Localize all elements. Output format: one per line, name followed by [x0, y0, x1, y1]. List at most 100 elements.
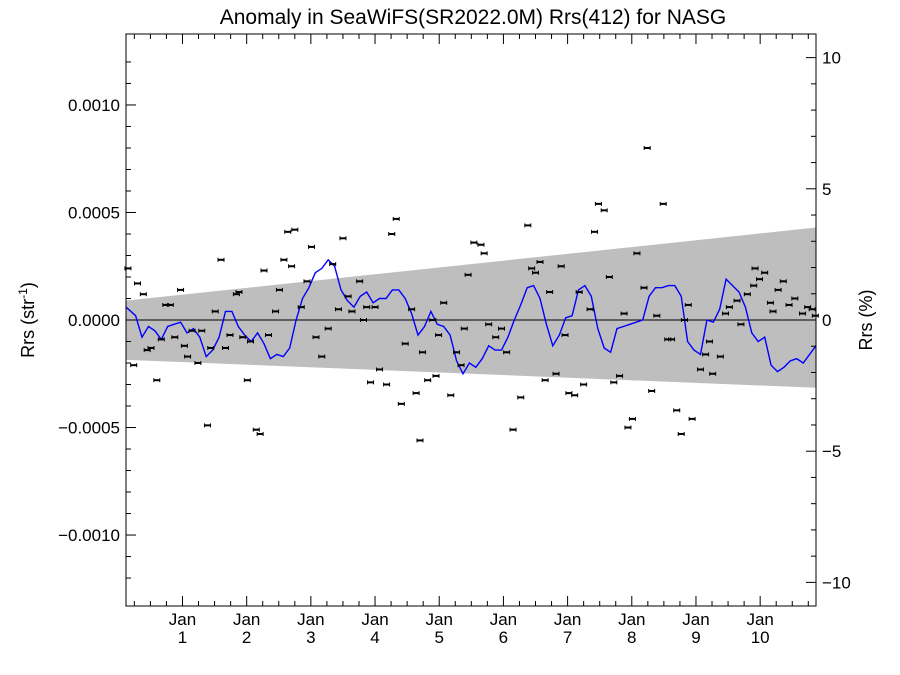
- data-point: [743, 292, 751, 297]
- data-point: [401, 341, 409, 346]
- data-point: [509, 427, 517, 432]
- data-point: [235, 290, 243, 295]
- data-point: [383, 382, 391, 387]
- data-point: [204, 423, 212, 428]
- x-tick-label-month: Jan: [746, 610, 773, 629]
- data-point: [751, 266, 759, 271]
- data-point: [324, 326, 332, 331]
- trend-band-layer: [126, 227, 816, 388]
- data-point: [591, 229, 599, 234]
- data-point: [284, 229, 292, 234]
- data-point: [546, 290, 554, 295]
- data-point: [791, 296, 799, 301]
- y-label-left-base: Rrs (str: [18, 299, 38, 358]
- data-point: [303, 279, 311, 284]
- data-point: [688, 416, 696, 421]
- data-point: [532, 270, 540, 275]
- y-left-tick-label: 0.0000: [68, 311, 120, 330]
- data-point: [503, 350, 511, 355]
- data-point: [799, 311, 807, 316]
- data-point: [594, 201, 602, 206]
- data-point: [702, 352, 710, 357]
- data-point: [766, 300, 774, 305]
- data-point: [541, 378, 549, 383]
- data-point: [171, 335, 179, 340]
- data-point: [575, 290, 583, 295]
- data-point: [424, 378, 432, 383]
- data-point: [477, 242, 485, 247]
- data-point: [408, 307, 416, 312]
- data-point: [429, 318, 437, 322]
- data-point: [272, 309, 280, 314]
- data-point: [580, 382, 588, 387]
- data-point: [447, 393, 455, 398]
- data-point: [344, 294, 352, 299]
- data-point: [561, 333, 569, 338]
- data-point: [643, 145, 651, 150]
- data-point: [397, 401, 405, 406]
- data-point: [705, 339, 713, 344]
- data-point: [264, 333, 272, 338]
- x-tick-label-month: Jan: [490, 610, 517, 629]
- y-left-tick-label: −0.0005: [58, 419, 120, 438]
- y-right-tick-label: 10: [822, 49, 841, 68]
- data-point: [243, 378, 251, 383]
- data-point: [808, 307, 816, 312]
- data-point: [811, 313, 819, 318]
- data-point: [312, 335, 320, 340]
- data-point: [659, 201, 667, 206]
- data-point: [633, 251, 641, 256]
- data-point: [334, 307, 342, 312]
- data-point: [785, 302, 793, 307]
- x-tick-label-month: Jan: [233, 610, 260, 629]
- data-point: [339, 236, 347, 241]
- data-point: [684, 302, 692, 307]
- data-point: [280, 257, 288, 262]
- data-point: [565, 391, 573, 396]
- data-point: [716, 354, 724, 359]
- x-tick-label-month: Jan: [554, 610, 581, 629]
- data-point: [307, 244, 315, 249]
- data-point: [348, 309, 356, 314]
- data-point: [440, 300, 448, 305]
- data-point: [256, 431, 264, 436]
- data-point: [194, 361, 202, 366]
- data-point: [318, 354, 326, 359]
- data-point: [610, 380, 618, 385]
- x-tick-label-year: 4: [370, 628, 379, 647]
- data-point: [275, 287, 283, 292]
- x-tick-label-month: Jan: [682, 610, 709, 629]
- x-tick-label-year: 7: [563, 628, 572, 647]
- x-tick-label-year: 2: [242, 628, 251, 647]
- data-point: [774, 287, 782, 292]
- data-point: [356, 279, 364, 284]
- data-point: [153, 378, 161, 383]
- axes-layer: 0.0010 0.0005 0.0000 −0.0005 −0.0010 10 5 0 −5 −1…: [58, 33, 851, 647]
- data-point: [524, 223, 532, 228]
- x-tick-label-year: 9: [691, 628, 700, 647]
- data-point: [725, 305, 733, 310]
- data-point: [470, 240, 478, 245]
- data-point: [624, 425, 632, 430]
- data-point: [750, 283, 758, 288]
- x-tick-label-year: 10: [751, 628, 770, 647]
- y-label-left-close: ): [18, 282, 38, 288]
- data-point: [221, 345, 229, 350]
- data-point: [291, 227, 299, 232]
- trend-band: [126, 227, 816, 388]
- data-point: [517, 395, 525, 400]
- x-tick-label-year: 5: [434, 628, 443, 647]
- x-tick-label-year: 1: [178, 628, 187, 647]
- data-point: [363, 305, 371, 310]
- data-point: [419, 350, 427, 355]
- data-point: [460, 326, 468, 331]
- x-tick-label-year: 3: [306, 628, 315, 647]
- data-point: [147, 345, 155, 350]
- data-point: [130, 363, 138, 368]
- x-tick-label-month: Jan: [297, 610, 324, 629]
- data-point: [628, 416, 636, 421]
- data-point: [297, 305, 305, 310]
- data-point: [252, 427, 260, 432]
- data-point: [709, 371, 717, 376]
